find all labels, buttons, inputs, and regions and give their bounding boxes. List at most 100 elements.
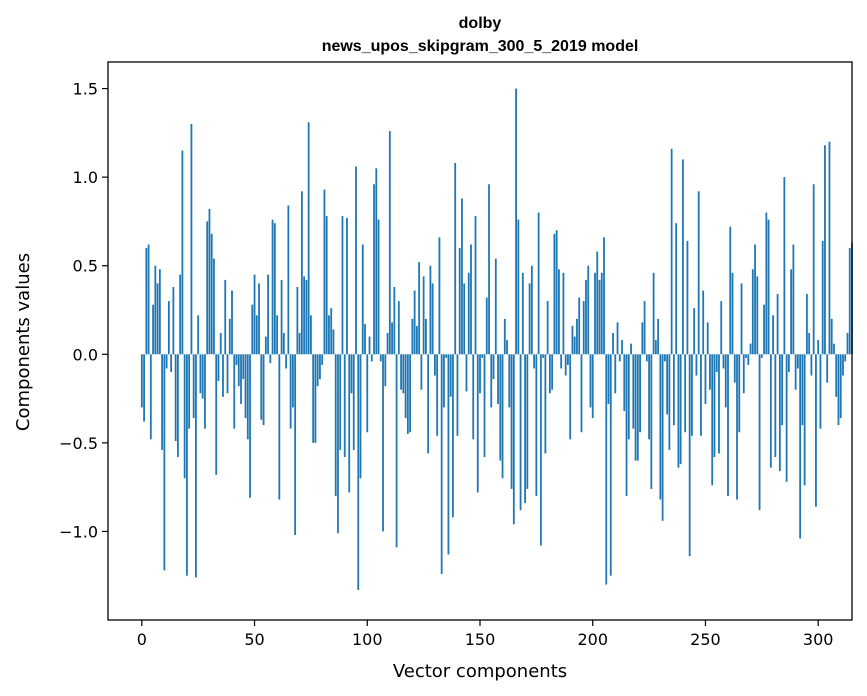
bar-298: [812, 184, 815, 355]
bar-122: [415, 325, 418, 355]
bar-21: [188, 354, 191, 429]
bar-89: [341, 216, 344, 355]
bar-269: [747, 354, 750, 365]
bar-49: [251, 304, 254, 355]
bar-210: [614, 354, 617, 394]
bar-238: [677, 354, 680, 468]
bar-216: [627, 354, 630, 440]
bar-221: [639, 354, 641, 433]
bar-150: [479, 354, 481, 394]
bar-108: [384, 354, 387, 387]
bar-294: [803, 354, 806, 486]
bar-291: [796, 354, 799, 369]
bar-192: [573, 336, 576, 355]
bar-302: [821, 240, 824, 355]
chart-subtitle: news_upos_skipgram_300_5_2019 model: [322, 38, 639, 55]
bar-304: [826, 354, 829, 383]
bar-110: [388, 131, 391, 355]
bar-264: [736, 354, 738, 500]
bar-248: [700, 354, 702, 436]
bar-278: [767, 219, 770, 355]
bar-24: [195, 354, 197, 578]
bar-143: [463, 283, 466, 355]
x-tick-label: 0: [137, 630, 147, 649]
bar-293: [801, 354, 804, 426]
bar-227: [652, 272, 655, 355]
bar-154: [488, 184, 490, 355]
bar-142: [461, 198, 463, 355]
bar-234: [668, 354, 671, 450]
bar-series: [140, 88, 853, 590]
bar-240: [682, 159, 684, 355]
bar-182: [551, 354, 554, 390]
bar-310: [839, 354, 842, 419]
bar-252: [709, 354, 711, 390]
bar-280: [772, 315, 774, 355]
bar-153: [485, 297, 488, 355]
bar-187: [562, 272, 565, 355]
bar-93: [350, 354, 353, 394]
bar-309: [837, 354, 840, 426]
bar-170: [524, 354, 526, 504]
bar-286: [785, 354, 788, 482]
bar-17: [179, 274, 182, 355]
bar-39: [228, 318, 231, 355]
bar-133: [440, 354, 443, 574]
bar-74: [307, 122, 310, 355]
bar-90: [343, 354, 346, 458]
y-tick-label: 1.0: [73, 168, 98, 187]
bar-159: [499, 354, 502, 461]
bar-222: [641, 322, 644, 355]
bar-287: [787, 354, 790, 372]
bar-47: [246, 354, 249, 440]
bar-257: [720, 301, 723, 355]
bar-91: [346, 217, 348, 355]
bar-70: [298, 333, 301, 355]
bar-62: [280, 279, 283, 355]
bar-224: [645, 354, 648, 362]
bar-37: [224, 279, 227, 355]
bar-258: [722, 354, 725, 369]
bar-119: [409, 354, 412, 433]
bar-196: [582, 301, 585, 355]
bar-50: [253, 274, 256, 355]
bar-130: [434, 354, 436, 376]
bar-242: [686, 240, 689, 355]
bar-101: [368, 336, 371, 355]
y-axis-label: Components values: [13, 253, 34, 431]
bar-0: [140, 354, 143, 408]
bar-45: [242, 354, 245, 380]
bar-232: [663, 354, 666, 362]
bar-185: [558, 269, 560, 355]
bar-277: [765, 212, 768, 355]
bar-168: [519, 354, 522, 511]
bar-255: [715, 354, 718, 372]
bar-136: [447, 354, 450, 555]
bar-16: [176, 354, 179, 458]
bar-96: [357, 354, 360, 590]
bar-132: [438, 237, 441, 355]
bar-253: [711, 354, 714, 486]
bar-99: [364, 324, 366, 355]
bar-2: [145, 248, 148, 355]
bar-194: [578, 297, 581, 355]
bar-146: [470, 244, 472, 355]
bar-88: [339, 354, 342, 450]
bar-25: [197, 315, 200, 355]
bar-4: [149, 354, 152, 440]
bar-296: [808, 333, 811, 355]
bar-191: [571, 325, 574, 355]
bar-306: [830, 318, 833, 355]
bar-233: [666, 354, 669, 415]
bar-9: [161, 354, 164, 450]
bar-29: [206, 221, 209, 355]
y-tick-label: −1.0: [59, 522, 98, 541]
bar-237: [675, 223, 678, 355]
bar-1: [143, 354, 145, 422]
bar-261: [729, 226, 732, 355]
bar-58: [271, 219, 274, 355]
bar-203: [598, 279, 601, 355]
bar-195: [580, 354, 583, 433]
x-tick-label: 50: [244, 630, 264, 649]
bar-38: [226, 354, 229, 394]
